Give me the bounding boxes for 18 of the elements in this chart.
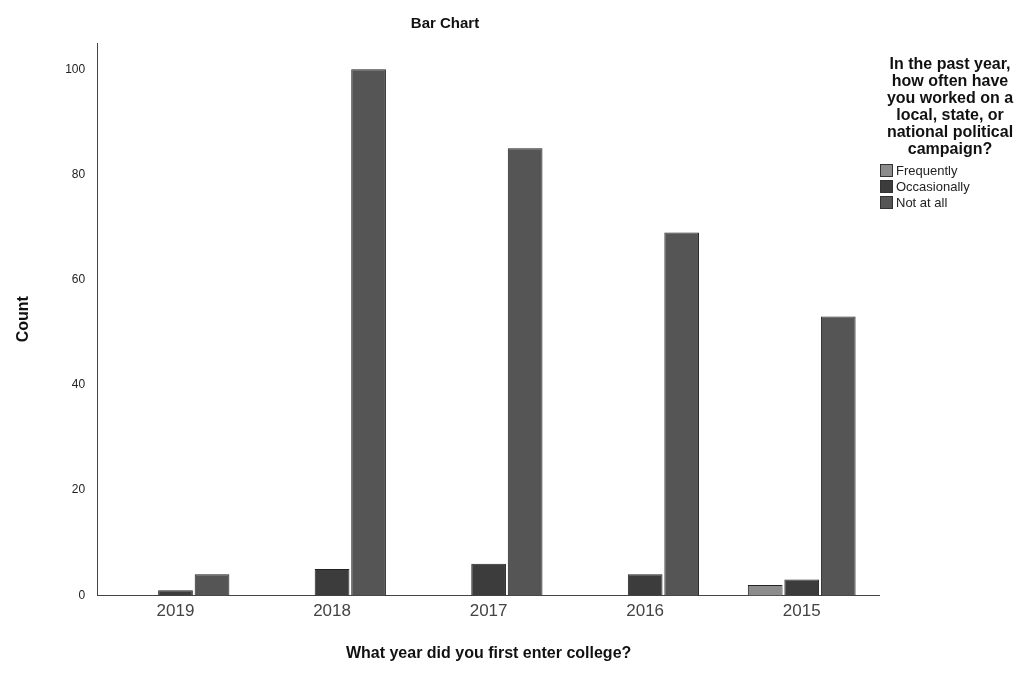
legend-label: Occasionally (896, 179, 970, 194)
x-tick-label: 2016 (626, 601, 665, 621)
y-tick-label: 40 (71, 377, 86, 392)
x-tick-label: 2015 (782, 601, 821, 621)
legend-label: Not at all (896, 195, 948, 210)
y-tick-label: 80 (71, 166, 86, 181)
x-tick-label: 2019 (156, 601, 195, 621)
y-axis-title: Count (14, 295, 32, 343)
x-tick-label: 2018 (313, 601, 351, 621)
x-tick-label: 2017 (469, 601, 508, 621)
legend-label: Frequently (896, 163, 958, 178)
chart-title: Bar Chart (410, 14, 480, 32)
x-axis-title: What year did you first enter college? (345, 643, 632, 661)
y-tick-label: 100 (65, 61, 86, 76)
legend-title: In the past year, how often have you worked on a local, state, or national political campaign? (885, 55, 1015, 157)
y-tick-label: 20 (71, 482, 86, 497)
y-tick-label: 60 (71, 272, 86, 287)
y-tick-label: 0 (78, 587, 86, 602)
